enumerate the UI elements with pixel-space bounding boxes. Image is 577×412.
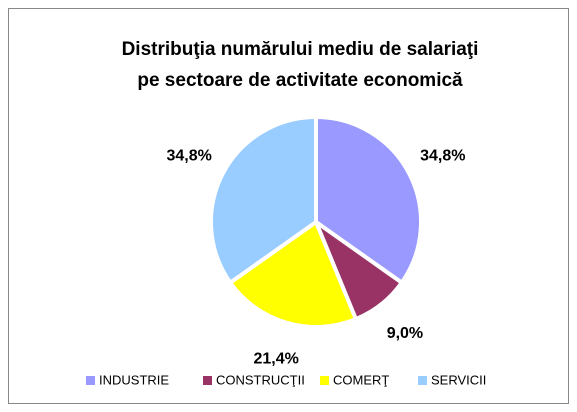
- legend-label: CONSTRUCŢII: [216, 372, 305, 387]
- legend-label: SERVICII: [431, 372, 486, 387]
- pie-slice: [209, 114, 318, 286]
- legend-swatch: [203, 376, 212, 385]
- data-label: 9,0%: [387, 325, 423, 342]
- legend-swatch: [86, 376, 95, 385]
- legend-swatch: [320, 376, 329, 385]
- data-label: 34,8%: [420, 148, 465, 165]
- data-label: 21,4%: [253, 350, 298, 367]
- chart-title: Distribuţia numărului mediu de salariaţi: [122, 39, 479, 60]
- legend-swatch: [418, 376, 427, 385]
- chart-title: pe sectoare de activitate economică: [137, 70, 463, 91]
- legend-label: INDUSTRIE: [99, 372, 169, 387]
- pie-slice: [227, 218, 359, 329]
- data-label: 34,8%: [166, 148, 211, 165]
- legend-label: COMERŢ: [333, 372, 389, 387]
- pie-slice: [314, 114, 423, 286]
